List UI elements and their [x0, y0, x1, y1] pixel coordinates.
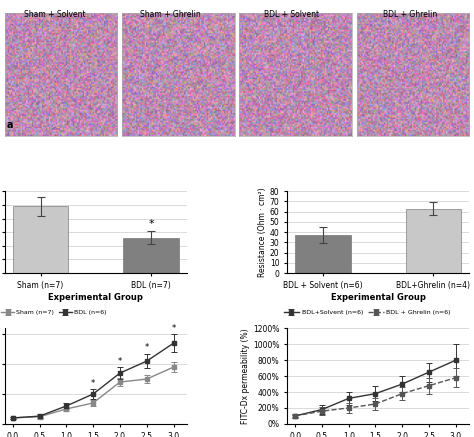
Legend: BDL+Solvent (n=6), BDL + Ghrelin (n=6): BDL+Solvent (n=6), BDL + Ghrelin (n=6): [281, 308, 453, 318]
Bar: [123, 238, 179, 273]
Y-axis label: FITC-Dx permeability (%): FITC-Dx permeability (%): [241, 328, 250, 424]
Bar: [406, 208, 461, 273]
X-axis label: Experimental Group: Experimental Group: [48, 292, 143, 302]
Legend: Sham (n=7), BDL (n=6): Sham (n=7), BDL (n=6): [0, 308, 109, 318]
Text: *: *: [172, 324, 176, 333]
Text: *: *: [145, 343, 149, 353]
Text: a: a: [7, 120, 13, 130]
Text: Sham + Ghrelin: Sham + Ghrelin: [140, 10, 201, 20]
Bar: [295, 235, 351, 273]
Text: Sham + Solvent: Sham + Solvent: [24, 10, 85, 20]
Text: *: *: [148, 219, 154, 229]
Text: BDL + Ghrelin: BDL + Ghrelin: [383, 10, 437, 20]
Text: *: *: [91, 379, 95, 388]
Bar: [13, 206, 68, 273]
Y-axis label: Resistance (Ohm · cm²): Resistance (Ohm · cm²): [258, 187, 267, 277]
X-axis label: Experimental Group: Experimental Group: [331, 292, 426, 302]
Text: *: *: [118, 357, 122, 366]
Text: BDL + Solvent: BDL + Solvent: [264, 10, 319, 20]
